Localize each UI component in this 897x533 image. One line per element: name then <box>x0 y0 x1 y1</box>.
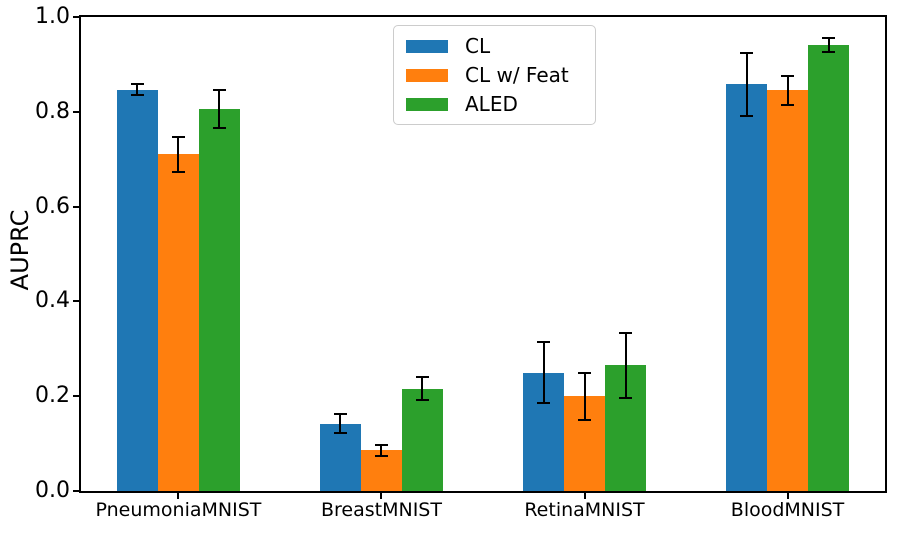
x-tick-mark <box>177 493 180 499</box>
y-axis-title: AUPRC <box>6 209 34 291</box>
x-tick-label: PneumoniaMNIST <box>95 499 262 521</box>
bar <box>808 44 850 491</box>
error-bar-line <box>827 38 830 52</box>
error-bar-cap <box>415 398 429 401</box>
error-bar-cap <box>740 52 754 55</box>
legend-swatch <box>406 39 448 53</box>
error-bar-cap <box>374 443 388 446</box>
error-bar-cap <box>333 413 347 416</box>
x-tick-mark <box>380 493 383 499</box>
legend-label: ALED <box>465 92 518 116</box>
legend: CL CL w/ Feat ALED <box>393 25 596 125</box>
error-bar-cap <box>619 332 632 335</box>
legend-swatch <box>406 97 448 111</box>
error-bar-line <box>745 53 748 116</box>
error-bar-cap <box>415 376 429 379</box>
error-bar-cap <box>619 396 632 399</box>
error-bar-cap <box>374 454 388 457</box>
error-bar-line <box>136 83 139 96</box>
bar <box>726 84 768 491</box>
error-bar-line <box>583 372 586 420</box>
bar <box>767 90 809 491</box>
legend-swatch <box>406 68 448 82</box>
error-bar-cap <box>171 135 185 138</box>
y-tick-label: 0.8 <box>35 98 70 124</box>
bar <box>198 108 240 491</box>
error-bar-cap <box>212 126 226 129</box>
y-tick-mark <box>73 300 79 303</box>
error-bar-cap <box>171 170 185 173</box>
y-tick-label: 0.6 <box>35 193 70 219</box>
x-tick-label: BloodMNIST <box>730 499 845 521</box>
bar <box>116 89 158 491</box>
error-bar-line <box>380 444 383 456</box>
error-bar-cap <box>578 371 591 374</box>
legend-row: CL <box>406 34 583 58</box>
x-tick-label: BreastMNIST <box>320 499 442 521</box>
y-tick-mark <box>73 16 79 18</box>
y-tick-mark <box>73 110 79 113</box>
error-bar-cap <box>740 114 754 117</box>
error-bar-cap <box>781 104 795 107</box>
error-bar-line <box>177 136 180 172</box>
x-tick-label: RetinaMNIST <box>524 499 645 521</box>
error-bar-line <box>786 75 789 106</box>
legend-row: CL w/ Feat <box>406 63 583 87</box>
legend-row: ALED <box>406 92 583 116</box>
error-bar-line <box>421 377 424 400</box>
legend-label: CL <box>465 34 491 58</box>
bar <box>319 423 361 491</box>
y-tick-label: 1.0 <box>35 4 70 29</box>
y-tick-label: 0.4 <box>35 288 70 314</box>
legend-label: CL w/ Feat <box>465 63 569 87</box>
error-bar-cap <box>537 340 550 343</box>
error-bar-line <box>624 333 627 398</box>
y-tick-mark <box>73 205 79 208</box>
error-bar-cap <box>333 432 347 435</box>
y-tick-mark <box>73 490 79 492</box>
y-tick-label: 0.2 <box>35 383 70 409</box>
error-bar-cap <box>822 50 836 53</box>
y-tick-mark <box>73 395 79 398</box>
error-bar-cap <box>578 418 591 421</box>
error-bar-cap <box>781 74 795 77</box>
error-bar-line <box>339 414 342 434</box>
error-bar-line <box>542 341 545 404</box>
error-bar-cap <box>212 88 226 91</box>
error-bar-cap <box>822 37 836 40</box>
y-tick-label: 0.0 <box>35 478 70 503</box>
error-bar-cap <box>130 82 144 85</box>
x-tick-mark <box>786 493 789 499</box>
x-tick-mark <box>583 493 586 499</box>
bar <box>401 388 443 491</box>
error-bar-cap <box>130 94 144 97</box>
error-bar-line <box>218 89 221 128</box>
bar <box>360 450 402 491</box>
bar <box>157 154 199 491</box>
error-bar-cap <box>537 402 550 405</box>
